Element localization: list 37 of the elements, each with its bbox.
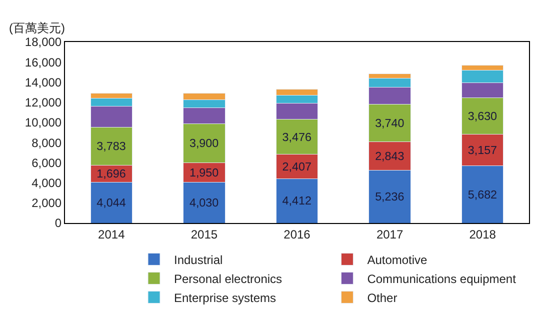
data-label: 5,682 xyxy=(468,188,498,202)
data-label: 1,696 xyxy=(96,168,126,181)
y-tick-label: 12,000 xyxy=(24,96,62,110)
legend-label: Communications equipment xyxy=(367,272,517,286)
y-tick-label: 8,000 xyxy=(32,136,62,150)
data-label: 4,030 xyxy=(189,196,220,210)
data-label: 3,476 xyxy=(282,130,312,144)
data-label: 5,236 xyxy=(375,190,404,204)
data-label: 2,843 xyxy=(375,150,404,163)
data-label: 3,900 xyxy=(189,137,220,150)
legend-label: Personal electronics xyxy=(174,272,282,286)
x-tick-label: 2015 xyxy=(190,227,218,242)
data-label: 3,740 xyxy=(375,116,405,130)
x-tick-label: 2016 xyxy=(284,227,311,242)
data-label: 1,950 xyxy=(189,166,220,180)
data-label: 4,044 xyxy=(96,196,126,210)
legend-label: Enterprise systems xyxy=(174,290,276,305)
data-label: 3,157 xyxy=(468,144,498,157)
data-label: 3,783 xyxy=(96,140,126,154)
legend-label: Industrial xyxy=(174,252,223,267)
y-tick-label: 18,000 xyxy=(24,35,62,50)
legend-label: Other xyxy=(367,290,398,305)
y-axis-title: (百萬美元) xyxy=(9,21,65,35)
y-tick-label: 4,000 xyxy=(32,176,62,190)
x-tick-label: 2017 xyxy=(376,227,404,242)
legend-label: Automotive xyxy=(367,252,428,267)
y-tick-label: 10,000 xyxy=(24,116,62,130)
data-label: 2,407 xyxy=(282,160,312,174)
y-tick-label: 6,000 xyxy=(32,156,62,170)
x-tick-label: 2014 xyxy=(98,227,126,242)
y-tick-label: 14,000 xyxy=(24,75,62,90)
y-tick-label: 2,000 xyxy=(32,196,62,210)
x-tick-label: 2018 xyxy=(469,227,496,242)
data-label: 3,630 xyxy=(468,110,498,123)
y-tick-label: 0 xyxy=(54,216,62,230)
y-tick-label: 16,000 xyxy=(24,55,62,70)
data-label: 4,412 xyxy=(282,194,312,208)
